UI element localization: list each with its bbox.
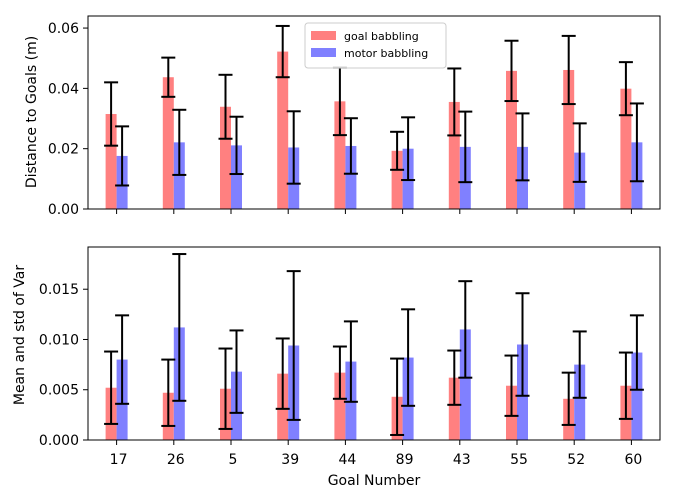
error-bar	[447, 67, 462, 137]
bar-motor-babbling	[631, 352, 643, 440]
bar-goal-babbling	[448, 377, 460, 440]
y-tick-label: 0.06	[48, 21, 79, 37]
error-bar	[104, 81, 119, 147]
bar-goal-babbling	[334, 372, 346, 440]
y-tick-label: 0.00	[48, 202, 79, 218]
bar-goal-babbling	[448, 101, 460, 209]
bar-goal-babbling	[620, 88, 632, 209]
y-tick-label: 0.005	[39, 383, 79, 399]
error-bar	[229, 115, 244, 176]
error-bar	[161, 56, 176, 98]
error-bar	[343, 320, 358, 403]
error-bar	[275, 337, 290, 410]
error-bar	[401, 116, 416, 182]
error-bar	[629, 102, 644, 183]
bar-goal-babbling	[162, 77, 174, 209]
error-bar	[161, 358, 176, 427]
y-axis-label: Distance to Goals (m)	[24, 36, 40, 188]
error-bar	[447, 349, 462, 406]
error-bar	[458, 110, 473, 184]
error-bar	[104, 350, 119, 425]
error-bar	[172, 253, 187, 402]
y-axis-label: Mean and std of Var	[12, 265, 28, 406]
bar-goal-babbling	[220, 106, 231, 209]
error-bar	[618, 61, 633, 117]
error-bar	[286, 110, 301, 185]
error-bar	[618, 351, 633, 420]
distance-chart-panel: 0.00 0.02 0.04 0.06 Distance to Goals (m) goa…	[24, 15, 661, 218]
error-bar	[343, 117, 358, 175]
y-tick-label: 0.02	[48, 142, 79, 158]
x-tick-label: 60	[624, 452, 642, 468]
x-tick-label: 26	[167, 452, 185, 468]
bar-goal-babbling	[277, 51, 289, 209]
error-bar	[218, 347, 233, 430]
y-tick-label: 0.010	[39, 332, 79, 348]
error-bar	[229, 329, 244, 414]
legend-box	[304, 22, 447, 69]
x-axis-label: Goal Number	[328, 473, 421, 489]
error-bar	[332, 345, 347, 400]
error-bar	[390, 130, 405, 171]
error-bar	[572, 330, 587, 399]
error-bar	[401, 308, 416, 407]
legend-label: goal babbling	[344, 30, 419, 43]
legend: goal babbling motor babbling	[304, 22, 447, 69]
bar-motor-babbling	[231, 145, 242, 209]
x-tick-label: 43	[453, 452, 471, 468]
error-bar	[115, 314, 130, 405]
error-bar	[115, 125, 130, 187]
error-bar	[275, 24, 290, 79]
y-tick-label: 0.000	[39, 433, 79, 449]
error-bar	[515, 292, 530, 397]
bar-goal-babbling	[563, 69, 575, 209]
bar-motor-babbling	[345, 145, 357, 209]
error-bar	[286, 270, 301, 421]
bar-goal-babbling	[391, 150, 403, 209]
error-bar	[504, 39, 519, 103]
error-bar	[218, 73, 233, 140]
bar-motor-babbling	[574, 364, 586, 440]
error-bar	[629, 314, 644, 391]
error-bar	[515, 112, 530, 182]
error-bar	[458, 280, 473, 379]
error-bar	[172, 108, 187, 176]
axes-frame	[87, 15, 661, 210]
legend-swatch	[311, 31, 336, 40]
x-tick-label: 5	[229, 452, 238, 468]
y-tick-label: 0.04	[48, 81, 79, 97]
bar-goal-babbling	[506, 70, 517, 209]
variance-chart-panel: 0.000 0.005 0.010 0.015 17 26 5 39 44 89 43 55 52 60 M…	[12, 246, 661, 489]
x-tick-label: 17	[110, 452, 128, 468]
bar-motor-babbling	[459, 329, 471, 440]
axes-frame	[87, 246, 661, 441]
bar-goal-babbling	[334, 101, 346, 209]
legend-label: motor babbling	[344, 47, 428, 60]
y-tick-label: 0.015	[39, 282, 79, 298]
bar-goal-babbling	[105, 114, 117, 209]
error-bar	[504, 354, 519, 417]
legend-swatch	[311, 48, 336, 57]
error-bar	[561, 34, 576, 106]
x-tick-label: 44	[338, 452, 356, 468]
error-bar	[561, 371, 576, 426]
x-tick-label: 39	[281, 452, 299, 468]
x-tick-label: 89	[396, 452, 414, 468]
error-bar	[572, 122, 587, 183]
x-tick-label: 55	[510, 452, 528, 468]
error-bar	[390, 357, 405, 436]
x-tick-label: 52	[567, 452, 585, 468]
